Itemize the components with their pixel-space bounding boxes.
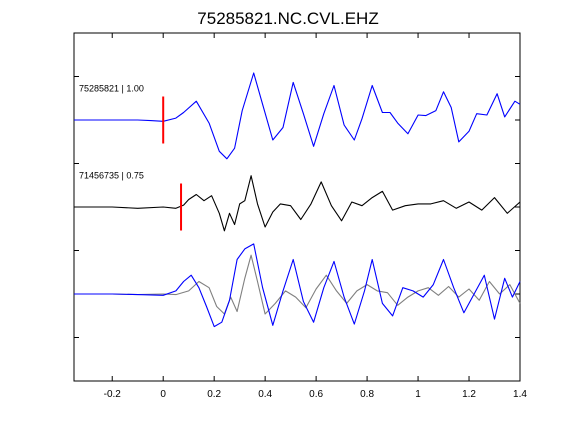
waveform-trace-2 <box>74 175 521 232</box>
waveform-trace-4 <box>74 254 521 315</box>
x-tick-label: 0 <box>160 389 166 400</box>
x-tick-label: 0.6 <box>309 389 323 400</box>
axes-layer: -0.2 0 0.2 0.4 0.6 0.8 1 1.2 1.4 <box>74 33 527 400</box>
trace-label-2: 71456735 | 0.75 <box>79 170 144 180</box>
x-tick-label: 0.4 <box>258 389 272 400</box>
x-tick-label: 1 <box>415 389 421 400</box>
x-tick-label: 0.8 <box>360 389 374 400</box>
x-tick-label: 1.4 <box>513 389 527 400</box>
chart-title: 75285821.NC.CVL.EHZ <box>197 9 378 28</box>
waveform-trace-1 <box>74 72 521 160</box>
x-tick-label: 0.2 <box>207 389 221 400</box>
waveform-trace-3 <box>74 243 521 328</box>
x-tick-label: -0.2 <box>104 389 122 400</box>
traces-layer <box>74 72 521 328</box>
trace-label-1: 75285821 | 1.00 <box>79 83 144 93</box>
x-tick-label: 1.2 <box>462 389 476 400</box>
trace-labels-layer: 75285821 | 1.00 71456735 | 0.75 <box>79 83 144 180</box>
